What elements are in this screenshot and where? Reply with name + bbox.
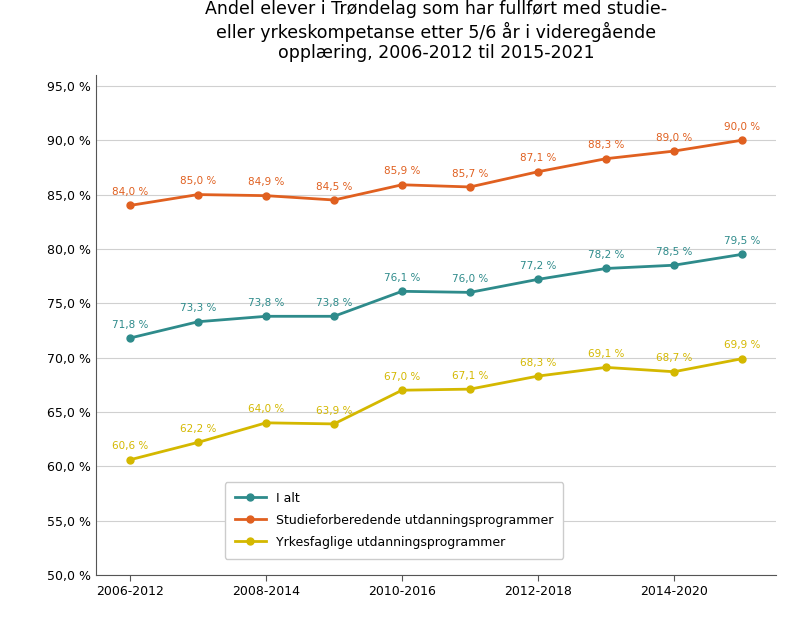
Text: 73,8 %: 73,8 % bbox=[316, 298, 352, 308]
Text: 76,1 %: 76,1 % bbox=[384, 273, 420, 283]
Text: 78,5 %: 78,5 % bbox=[656, 247, 692, 257]
Text: 60,6 %: 60,6 % bbox=[112, 441, 148, 451]
Text: 76,0 %: 76,0 % bbox=[452, 274, 488, 284]
Text: 85,7 %: 85,7 % bbox=[452, 169, 488, 179]
Text: 85,0 %: 85,0 % bbox=[180, 176, 216, 186]
Text: 78,2 %: 78,2 % bbox=[588, 250, 624, 260]
Text: 85,9 %: 85,9 % bbox=[384, 166, 420, 176]
Text: 87,1 %: 87,1 % bbox=[520, 153, 556, 163]
Text: 68,3 %: 68,3 % bbox=[520, 357, 556, 367]
Text: 63,9 %: 63,9 % bbox=[316, 406, 352, 416]
Text: 79,5 %: 79,5 % bbox=[724, 236, 760, 246]
Text: 67,1 %: 67,1 % bbox=[452, 371, 488, 381]
Text: 69,9 %: 69,9 % bbox=[724, 341, 760, 351]
Text: 68,7 %: 68,7 % bbox=[656, 353, 692, 363]
Text: 64,0 %: 64,0 % bbox=[248, 404, 284, 414]
Text: 90,0 %: 90,0 % bbox=[724, 122, 760, 132]
Text: 77,2 %: 77,2 % bbox=[520, 261, 556, 271]
Text: 89,0 %: 89,0 % bbox=[656, 132, 692, 142]
Text: 67,0 %: 67,0 % bbox=[384, 372, 420, 382]
Text: 69,1 %: 69,1 % bbox=[588, 349, 624, 359]
Text: 73,3 %: 73,3 % bbox=[180, 303, 216, 313]
Legend: I alt, Studieforberedende utdanningsprogrammer, Yrkesfaglige utdanningsprogramme: I alt, Studieforberedende utdanningsprog… bbox=[225, 482, 563, 559]
Text: 88,3 %: 88,3 % bbox=[588, 141, 624, 151]
Text: 84,0 %: 84,0 % bbox=[112, 187, 148, 197]
Title: Andel elever i Trøndelag som har fullført med studie-
eller yrkeskompetanse ette: Andel elever i Trøndelag som har fullfør… bbox=[205, 0, 667, 62]
Text: 84,9 %: 84,9 % bbox=[248, 177, 284, 187]
Text: 71,8 %: 71,8 % bbox=[112, 320, 148, 330]
Text: 62,2 %: 62,2 % bbox=[180, 424, 216, 434]
Text: 73,8 %: 73,8 % bbox=[248, 298, 284, 308]
Text: 84,5 %: 84,5 % bbox=[316, 182, 352, 192]
